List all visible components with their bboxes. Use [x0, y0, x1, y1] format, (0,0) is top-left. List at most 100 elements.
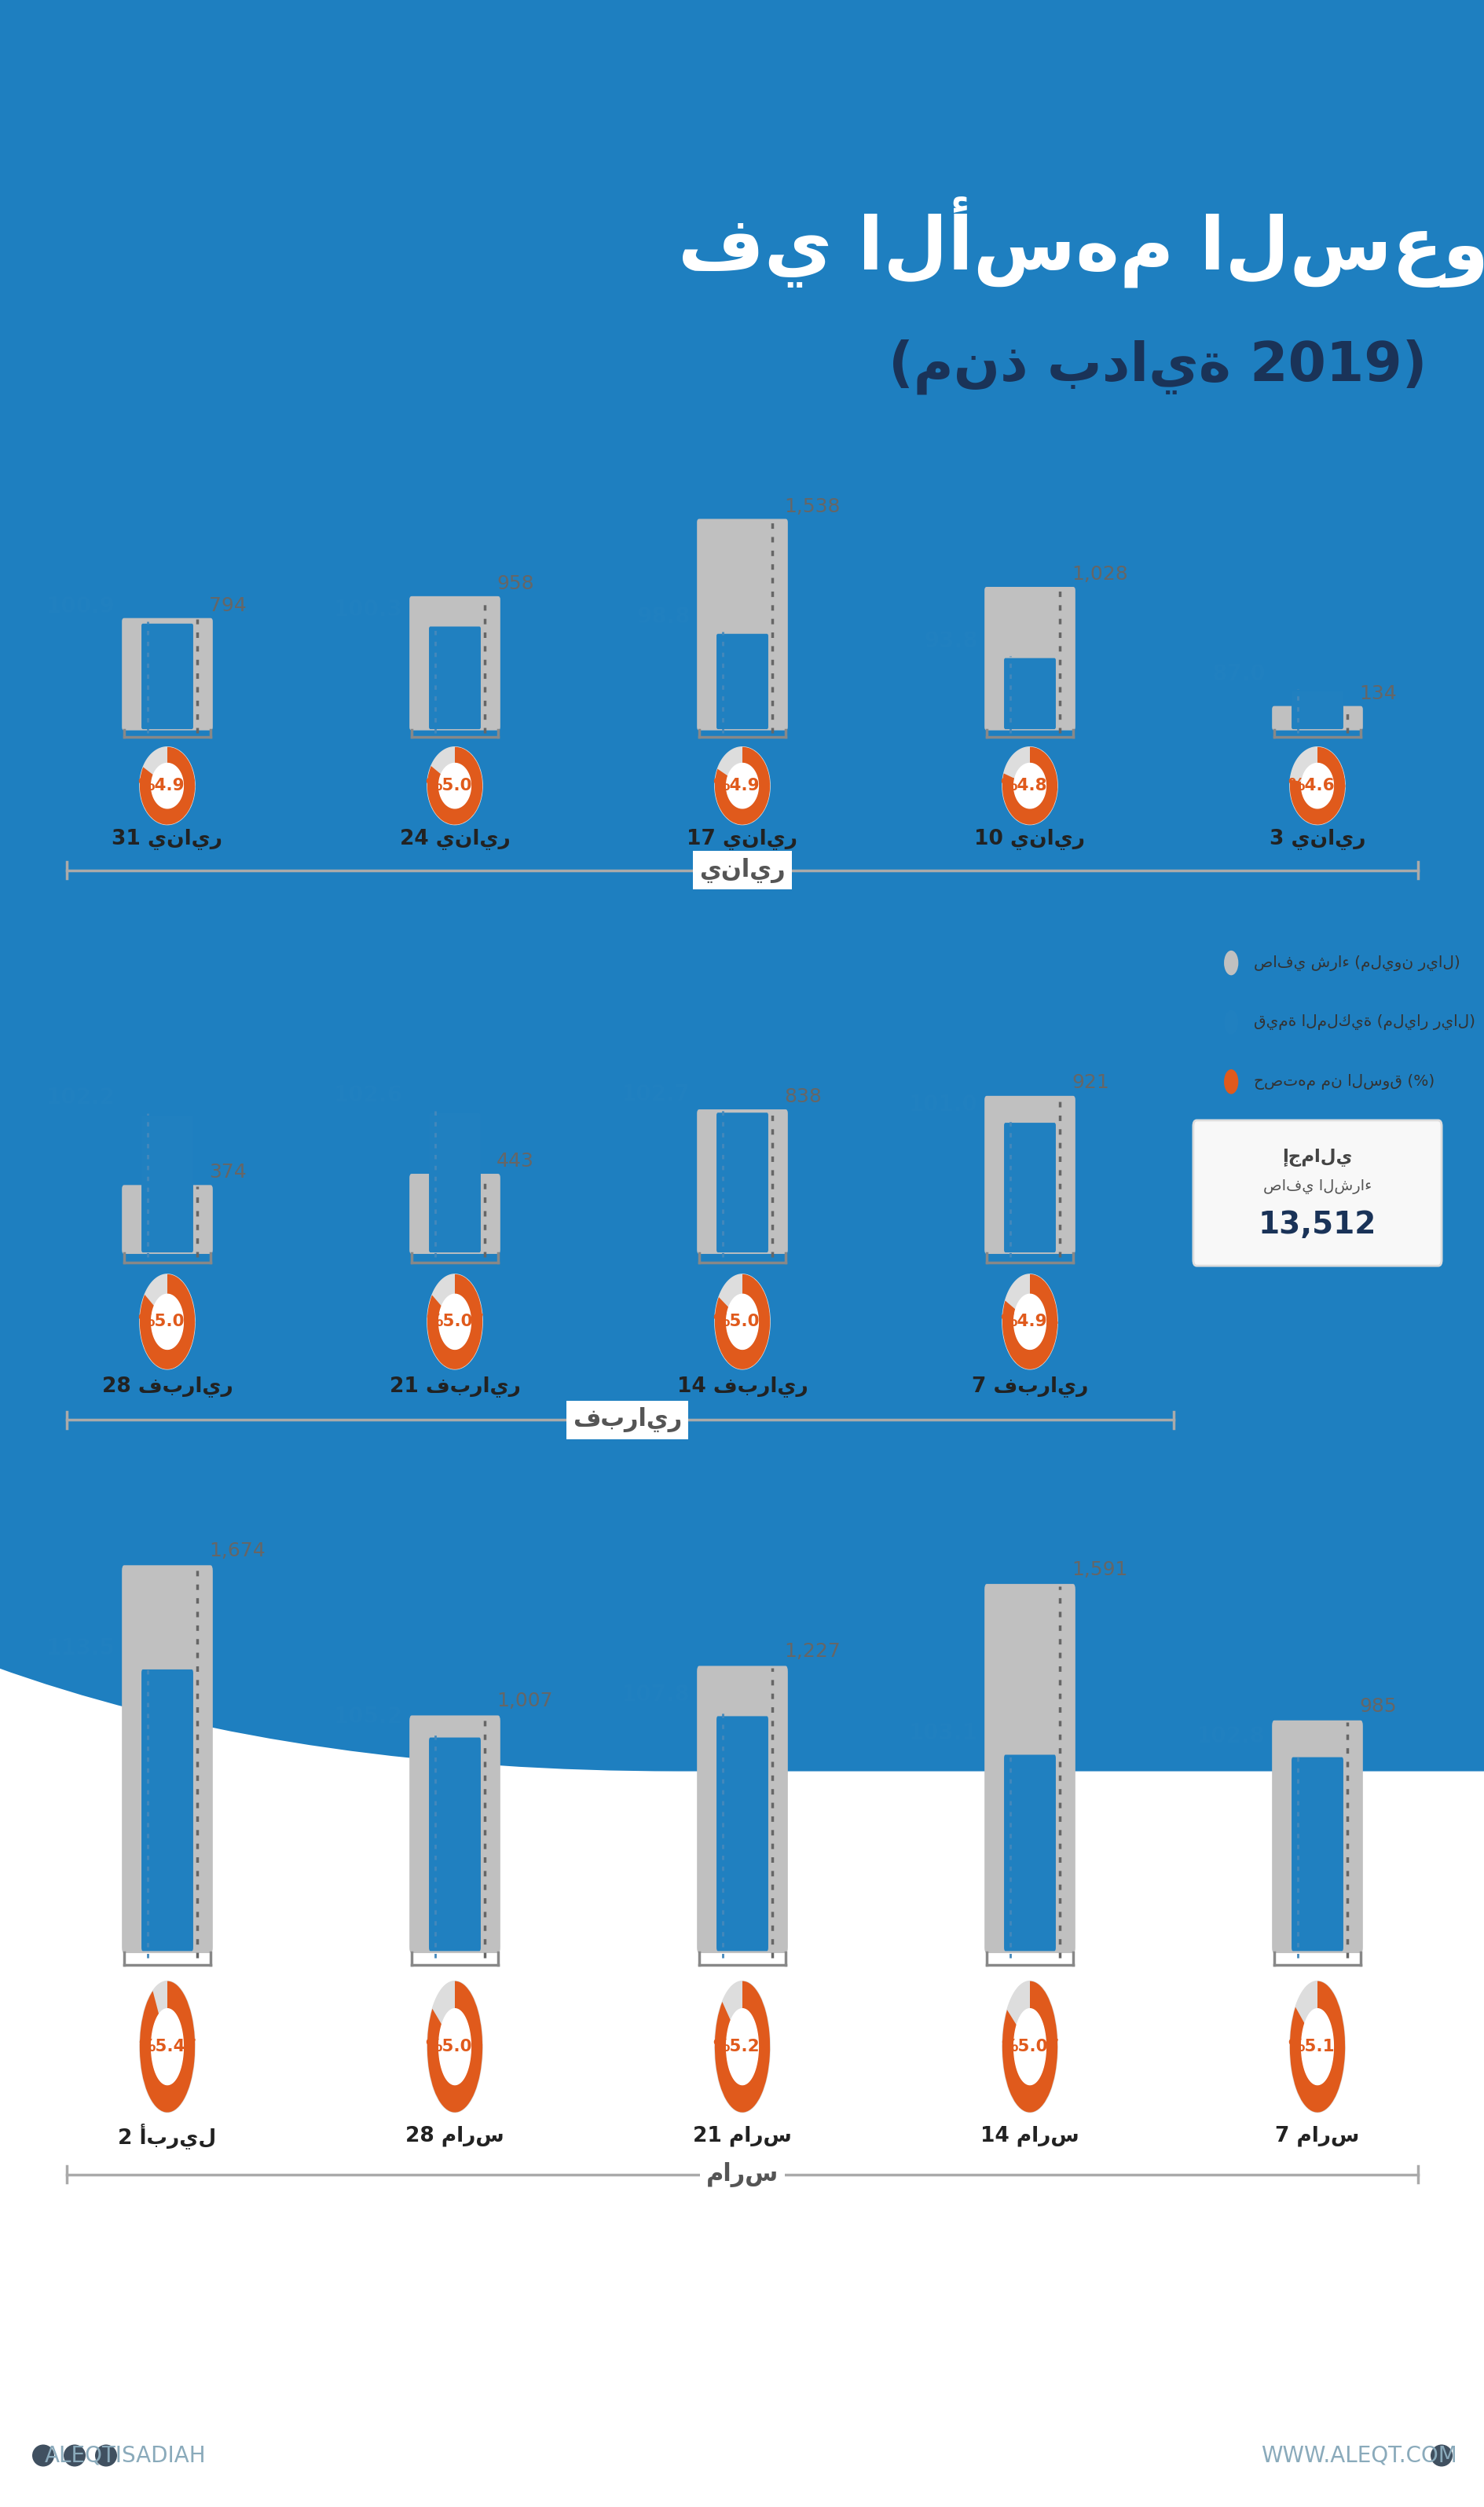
FancyBboxPatch shape: [1003, 659, 1055, 730]
FancyBboxPatch shape: [141, 624, 193, 730]
Wedge shape: [427, 1274, 482, 1369]
FancyBboxPatch shape: [1291, 1757, 1343, 1950]
Text: 14 فبراير: 14 فبراير: [677, 1376, 807, 1396]
FancyBboxPatch shape: [696, 1665, 788, 1953]
Polygon shape: [714, 1981, 770, 2113]
FancyBboxPatch shape: [1272, 1720, 1362, 1953]
FancyBboxPatch shape: [984, 1584, 1074, 1953]
Circle shape: [1223, 1070, 1238, 1093]
Text: 28 فبراير: 28 فبراير: [102, 1376, 233, 1396]
Text: %5.07: %5.07: [426, 1314, 484, 1329]
Text: 1,007: 1,007: [496, 1692, 552, 1710]
Wedge shape: [1002, 747, 1057, 825]
Text: 21 فبراير: 21 فبراير: [389, 1376, 519, 1396]
FancyBboxPatch shape: [410, 1715, 500, 1953]
Wedge shape: [1290, 1981, 1345, 2113]
FancyBboxPatch shape: [717, 1717, 767, 1950]
Wedge shape: [1290, 747, 1345, 825]
Text: 838: 838: [784, 1088, 821, 1106]
Circle shape: [95, 2444, 117, 2467]
Text: إجمالي: إجمالي: [1282, 1148, 1352, 1166]
Text: %5.08: %5.08: [138, 1314, 196, 1329]
FancyBboxPatch shape: [141, 1116, 193, 1254]
FancyBboxPatch shape: [410, 597, 500, 730]
Text: 101.0: 101.0: [908, 1093, 978, 1116]
Polygon shape: [439, 1294, 470, 1349]
Polygon shape: [1014, 762, 1045, 807]
Polygon shape: [439, 2008, 470, 2086]
Wedge shape: [139, 747, 194, 825]
FancyBboxPatch shape: [410, 1173, 500, 1254]
Polygon shape: [726, 2008, 758, 2086]
Wedge shape: [139, 1981, 194, 2113]
Text: %5.47: %5.47: [138, 2038, 196, 2056]
Text: ALEQTISADIAH: ALEQTISADIAH: [45, 2444, 206, 2467]
Text: 31 يناير: 31 يناير: [111, 827, 223, 850]
Text: %4.93: %4.93: [712, 777, 772, 795]
Text: WWW.ALEQT.COM: WWW.ALEQT.COM: [1260, 2444, 1456, 2467]
Text: 17 يناير: 17 يناير: [687, 827, 797, 850]
Text: 100.3: 100.3: [334, 599, 402, 619]
Text: 1,227: 1,227: [784, 1642, 840, 1662]
Wedge shape: [714, 1981, 770, 2113]
Polygon shape: [1002, 1981, 1057, 2113]
Text: 102.7: 102.7: [622, 1083, 690, 1106]
Text: %5.07: %5.07: [1000, 2038, 1058, 2056]
Text: 87.0: 87.0: [1211, 662, 1264, 684]
FancyBboxPatch shape: [429, 1737, 481, 1950]
Text: 1,674: 1,674: [209, 1542, 266, 1559]
Text: 7 مارس: 7 مارس: [1275, 2126, 1359, 2146]
Circle shape: [64, 2444, 86, 2467]
FancyBboxPatch shape: [1291, 692, 1343, 730]
Polygon shape: [1290, 747, 1345, 825]
Polygon shape: [714, 747, 770, 825]
Text: 2 أبريل: 2 أبريل: [119, 2123, 217, 2148]
FancyBboxPatch shape: [429, 627, 481, 730]
Text: 13,512: 13,512: [1258, 1211, 1376, 1241]
Text: %5.22: %5.22: [712, 2038, 772, 2056]
Polygon shape: [151, 762, 183, 807]
Polygon shape: [1002, 1274, 1057, 1369]
Text: قيمة الملكية (مليار ريال): قيمة الملكية (مليار ريال): [1254, 1015, 1475, 1030]
FancyBboxPatch shape: [429, 1113, 481, 1254]
Text: 921: 921: [1071, 1073, 1109, 1093]
FancyBboxPatch shape: [984, 587, 1074, 730]
Text: صافي الشراء: صافي الشراء: [1263, 1178, 1371, 1193]
Text: 102.2: 102.2: [46, 1086, 116, 1108]
Polygon shape: [439, 762, 470, 807]
Text: %4.81: %4.81: [1000, 777, 1058, 795]
Text: 134: 134: [1358, 684, 1396, 702]
FancyBboxPatch shape: [122, 619, 212, 730]
Circle shape: [33, 2444, 55, 2467]
Polygon shape: [1301, 762, 1333, 807]
Text: 105.2: 105.2: [334, 1705, 402, 1727]
Text: %4.94: %4.94: [1000, 1314, 1058, 1329]
Text: 374: 374: [209, 1163, 246, 1181]
FancyBboxPatch shape: [717, 1113, 767, 1254]
Text: %4.66: %4.66: [1288, 777, 1346, 795]
Circle shape: [1429, 2444, 1451, 2467]
Text: %5.12: %5.12: [1288, 2038, 1346, 2056]
Text: الاقتصادية: الاقتصادية: [562, 2429, 922, 2482]
Polygon shape: [1014, 1294, 1045, 1349]
Polygon shape: [427, 1274, 482, 1369]
FancyBboxPatch shape: [717, 634, 767, 730]
FancyBboxPatch shape: [696, 1111, 788, 1254]
Bar: [742, 0, 1484, 416]
Text: يناير: يناير: [699, 857, 785, 882]
Text: 107.8: 107.8: [622, 1685, 690, 1705]
Polygon shape: [714, 1274, 770, 1369]
FancyBboxPatch shape: [1003, 1755, 1055, 1950]
Text: 21 مارس: 21 مارس: [693, 2126, 791, 2146]
Polygon shape: [726, 762, 758, 807]
Text: 1,538: 1,538: [784, 496, 840, 516]
Polygon shape: [427, 1981, 482, 2113]
Polygon shape: [1301, 2008, 1333, 2086]
Wedge shape: [714, 747, 770, 825]
FancyBboxPatch shape: [984, 1096, 1074, 1254]
Text: %5.01: %5.01: [426, 777, 484, 795]
Text: 24 يناير: 24 يناير: [399, 827, 510, 850]
Text: 985: 985: [1358, 1697, 1396, 1715]
Polygon shape: [1002, 747, 1057, 825]
Text: 443: 443: [496, 1151, 534, 1171]
